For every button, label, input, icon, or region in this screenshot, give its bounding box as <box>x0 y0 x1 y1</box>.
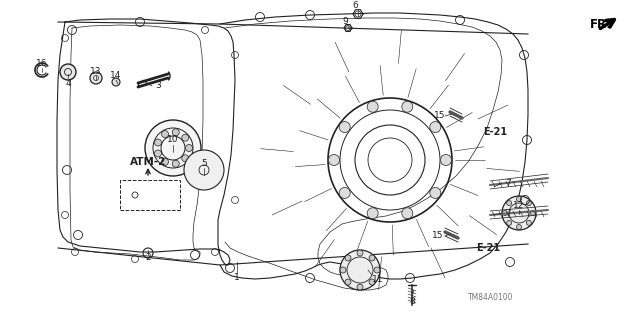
Text: 16: 16 <box>36 60 48 69</box>
Text: 4: 4 <box>65 78 71 87</box>
Circle shape <box>112 78 120 86</box>
Text: 1: 1 <box>234 273 240 283</box>
Circle shape <box>345 255 351 261</box>
Text: 7: 7 <box>505 179 511 188</box>
Circle shape <box>340 250 380 290</box>
Circle shape <box>182 134 189 141</box>
Text: 13: 13 <box>90 68 102 77</box>
Circle shape <box>516 225 522 229</box>
Circle shape <box>507 220 511 226</box>
Text: E-21: E-21 <box>483 127 507 137</box>
Bar <box>120 180 180 210</box>
Text: 9: 9 <box>342 18 348 26</box>
Circle shape <box>516 197 522 202</box>
Text: 11: 11 <box>372 276 384 285</box>
Circle shape <box>430 122 441 133</box>
Circle shape <box>186 145 193 152</box>
Text: 15: 15 <box>432 232 444 241</box>
Text: 5: 5 <box>201 159 207 167</box>
Circle shape <box>339 122 350 133</box>
Circle shape <box>402 101 413 112</box>
Circle shape <box>531 211 536 216</box>
Circle shape <box>357 284 363 290</box>
Text: 7: 7 <box>505 209 511 218</box>
Circle shape <box>440 154 451 166</box>
Circle shape <box>369 255 375 261</box>
Circle shape <box>526 220 531 226</box>
Circle shape <box>182 155 189 162</box>
Text: TM84A0100: TM84A0100 <box>468 293 513 302</box>
Text: 6: 6 <box>352 2 358 11</box>
Circle shape <box>367 208 378 219</box>
Text: 15: 15 <box>435 112 445 121</box>
Circle shape <box>172 160 179 167</box>
Circle shape <box>172 129 179 136</box>
Circle shape <box>369 279 375 285</box>
Circle shape <box>145 120 201 176</box>
Text: ATM-2: ATM-2 <box>130 157 166 167</box>
Circle shape <box>367 101 378 112</box>
Circle shape <box>374 267 380 273</box>
Circle shape <box>328 154 339 166</box>
Circle shape <box>502 211 508 216</box>
Text: 3: 3 <box>155 81 161 91</box>
Text: 14: 14 <box>110 71 122 80</box>
Text: 12: 12 <box>513 202 525 211</box>
Circle shape <box>402 208 413 219</box>
Circle shape <box>154 150 161 157</box>
Circle shape <box>345 279 351 285</box>
Circle shape <box>60 64 76 80</box>
Circle shape <box>161 158 168 165</box>
Text: 10: 10 <box>167 136 179 145</box>
Circle shape <box>154 139 161 146</box>
Text: 2: 2 <box>145 254 151 263</box>
Circle shape <box>357 250 363 256</box>
Text: FR.: FR. <box>590 18 612 31</box>
Circle shape <box>430 188 441 198</box>
Circle shape <box>161 131 168 137</box>
Circle shape <box>340 267 346 273</box>
Circle shape <box>502 196 536 230</box>
Circle shape <box>90 72 102 84</box>
Circle shape <box>507 201 511 206</box>
Text: 8: 8 <box>409 296 415 306</box>
Text: E-21: E-21 <box>476 243 500 253</box>
Circle shape <box>526 201 531 206</box>
Circle shape <box>184 150 224 190</box>
Circle shape <box>339 188 350 198</box>
